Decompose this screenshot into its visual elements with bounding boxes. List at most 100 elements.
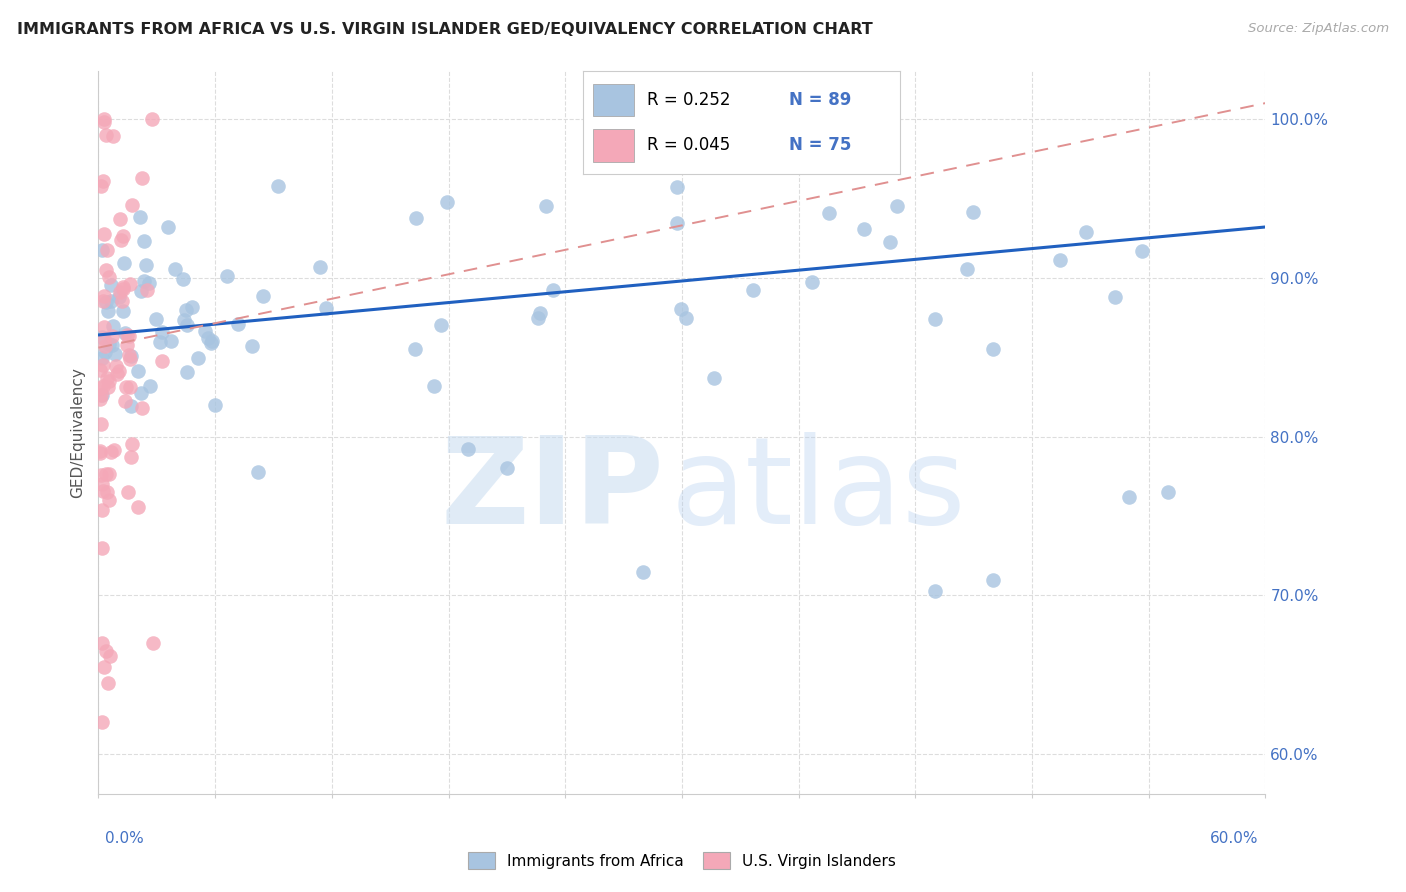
Point: [176, 366, 198, 380]
Point: [91, 715, 114, 730]
Point: [118, 380, 141, 394]
Point: [112, 256, 135, 270]
Point: [94, 294, 117, 309]
Point: [96, 485, 118, 500]
Point: [91, 388, 114, 402]
Point: [200, 336, 222, 351]
Text: IMMIGRANTS FROM AFRICA VS U.S. VIRGIN ISLANDER GED/EQUIVALENCY CORRELATION CHART: IMMIGRANTS FROM AFRICA VS U.S. VIRGIN IS…: [17, 22, 873, 37]
Point: [173, 312, 195, 326]
Point: [91, 173, 114, 187]
Point: [93, 660, 115, 674]
Point: [101, 129, 124, 144]
Point: [187, 351, 209, 366]
Point: [93, 289, 115, 303]
Point: [529, 306, 551, 320]
Point: [194, 324, 217, 338]
Point: [111, 294, 134, 309]
Point: [127, 364, 149, 378]
Point: [96, 243, 118, 257]
Point: [93, 332, 115, 346]
Point: [91, 379, 114, 393]
Point: [152, 354, 174, 368]
Point: [108, 364, 131, 378]
Point: [131, 401, 153, 415]
Bar: [593, 84, 634, 117]
Point: [90, 468, 112, 483]
Point: [141, 112, 163, 126]
Point: [127, 500, 149, 515]
Point: [111, 282, 134, 296]
Point: [98, 270, 121, 285]
Point: [89, 381, 111, 395]
Text: atlas: atlas: [671, 432, 966, 549]
Point: [853, 222, 876, 236]
Point: [100, 445, 122, 459]
Point: [97, 675, 120, 690]
Point: [436, 194, 458, 209]
Point: [100, 338, 122, 352]
Point: [114, 393, 136, 408]
Point: [204, 398, 226, 412]
Point: [114, 326, 136, 341]
Point: [134, 234, 156, 248]
Point: [91, 359, 114, 373]
Point: [526, 310, 548, 325]
Point: [115, 327, 138, 342]
Point: [215, 268, 238, 283]
Point: [121, 437, 143, 451]
Point: [91, 541, 114, 555]
Point: [200, 334, 222, 349]
Point: [91, 351, 114, 365]
Point: [100, 277, 122, 292]
Point: [91, 477, 114, 491]
Point: [315, 301, 337, 315]
Point: [112, 229, 135, 244]
Point: [100, 294, 122, 309]
Point: [308, 260, 330, 274]
Point: [138, 276, 160, 290]
Point: [120, 350, 142, 364]
Point: [1157, 485, 1180, 500]
Point: [631, 565, 654, 579]
Point: [879, 235, 901, 250]
Point: [675, 310, 697, 325]
Point: [98, 649, 121, 664]
Point: [430, 318, 453, 332]
Point: [107, 368, 129, 382]
Text: R = 0.252: R = 0.252: [647, 91, 730, 109]
Legend: Immigrants from Africa, U.S. Virgin Islanders: Immigrants from Africa, U.S. Virgin Isla…: [468, 852, 896, 870]
Point: [108, 285, 131, 299]
Text: Source: ZipAtlas.com: Source: ZipAtlas.com: [1249, 22, 1389, 36]
Point: [105, 359, 128, 374]
Point: [176, 318, 198, 333]
Text: N = 89: N = 89: [789, 91, 852, 109]
Point: [145, 311, 167, 326]
Point: [817, 206, 839, 220]
Point: [496, 461, 519, 475]
Point: [197, 331, 219, 345]
Point: [423, 379, 446, 393]
Point: [172, 271, 194, 285]
Point: [152, 325, 174, 339]
Point: [129, 210, 152, 224]
Point: [93, 227, 115, 242]
Point: [120, 399, 142, 413]
Point: [134, 274, 156, 288]
Point: [801, 276, 824, 290]
Point: [94, 345, 117, 359]
Point: [97, 304, 120, 318]
Point: [96, 370, 118, 384]
Point: [112, 280, 135, 294]
Point: [1104, 289, 1126, 303]
Point: [924, 312, 946, 326]
Point: [981, 343, 1004, 357]
Point: [90, 179, 112, 194]
Point: [97, 467, 120, 482]
Point: [267, 178, 290, 193]
Point: [886, 199, 908, 213]
Point: [91, 294, 114, 309]
Point: [101, 318, 124, 333]
Point: [1074, 225, 1097, 239]
Point: [120, 352, 142, 367]
Point: [541, 283, 564, 297]
